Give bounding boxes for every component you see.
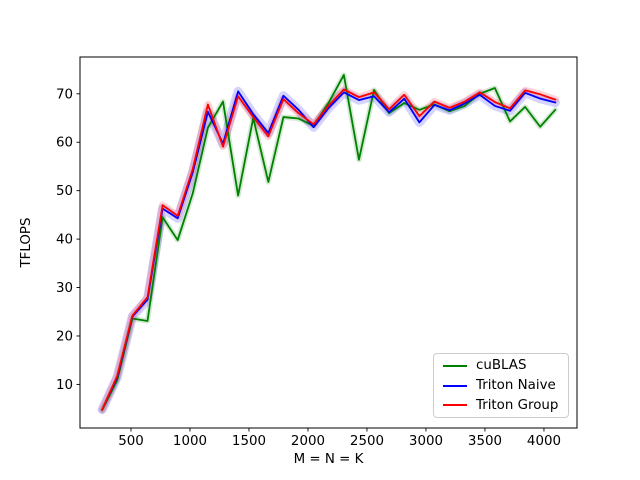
legend-item-cublas: cuBLAS [443, 356, 560, 376]
x-tick-label: 3500 [468, 434, 502, 449]
x-tick-label: 3000 [409, 434, 443, 449]
x-tick-label: 500 [118, 434, 144, 449]
legend-item-triton-naive: Triton Naive [443, 376, 560, 396]
x-tick-label: 1000 [173, 434, 207, 449]
x-tick-label: 2500 [350, 434, 384, 449]
y-tick-label: 50 [56, 184, 73, 199]
axes-spines [79, 56, 578, 429]
y-tick-label: 40 [56, 233, 73, 248]
legend: cuBLAS Triton Naive Triton Group [433, 353, 569, 418]
series-line-cublas [101, 74, 557, 411]
legend-swatch-triton-group [443, 404, 467, 407]
legend-swatch-cublas [443, 364, 467, 367]
x-tick-label: 1500 [232, 434, 266, 449]
x-tick-label: 2000 [291, 434, 325, 449]
legend-label: Triton Naive [476, 378, 556, 393]
legend-label: cuBLAS [476, 358, 527, 374]
x-tick-label: 4000 [527, 434, 561, 449]
series-line-triton-group [101, 88, 557, 411]
y-tick-label: 70 [56, 87, 73, 102]
legend-item-triton-group: Triton Group [443, 395, 560, 415]
y-tick-label: 30 [56, 281, 73, 296]
y-tick-label: 60 [56, 136, 73, 151]
legend-label: Triton Group [476, 397, 559, 413]
y-tick-label: 10 [56, 378, 73, 393]
y-axis-label: TFLOPS [19, 218, 34, 269]
legend-swatch-triton-naive [443, 384, 467, 387]
x-axis-label: M = N = K [294, 452, 365, 467]
y-tick-label: 20 [56, 329, 73, 344]
series-line-triton-naive [101, 90, 557, 411]
plot-area: 500 1000 1500 2000 2500 3000 3500 4000 10 20 30 40 5… [56, 56, 578, 449]
